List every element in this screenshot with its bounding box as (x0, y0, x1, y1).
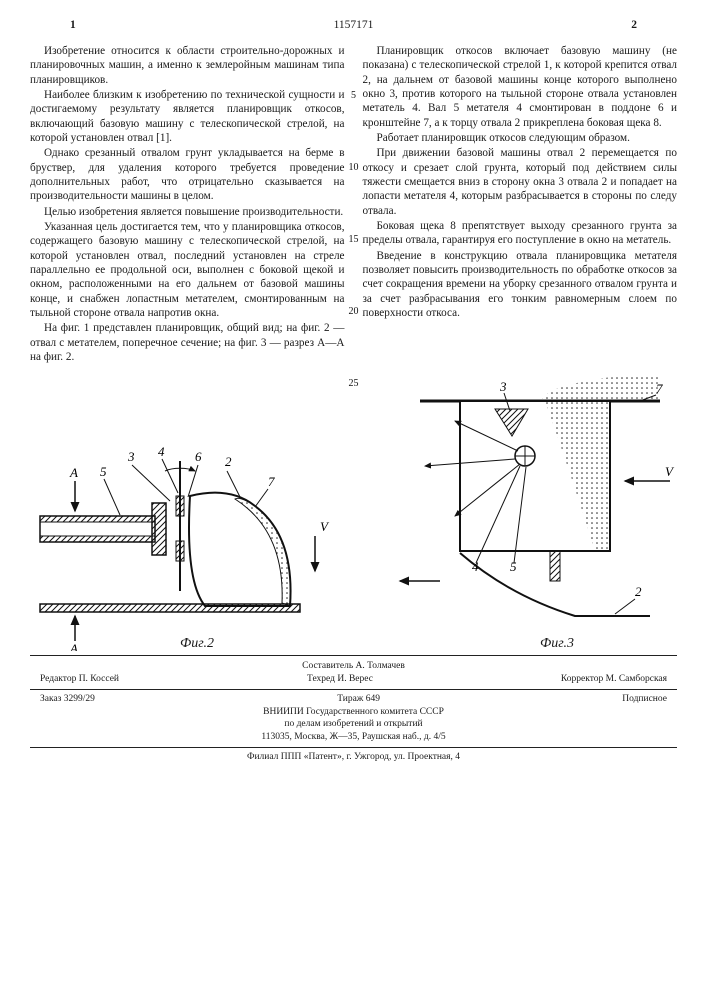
compiler-line: Составитель А. Толмачев (30, 660, 677, 673)
callout: 3 (499, 379, 507, 394)
org2: по делам изобретений и открытий (30, 718, 677, 731)
para: На фиг. 1 представлен планировщик, общий… (30, 321, 345, 364)
callout: 3 (127, 449, 135, 464)
para: Боковая щека 8 препятствует выходу среза… (363, 219, 678, 248)
callout: V (320, 519, 330, 534)
callout: А (69, 641, 78, 651)
callout: 6 (195, 449, 202, 464)
page-num-left: 1 (70, 18, 76, 33)
figure-2: 2 3 4 5 6 7 А А V (40, 444, 330, 651)
para: Целью изобретения является повышение про… (30, 205, 345, 219)
callout: 5 (510, 559, 517, 574)
callout: 2 (225, 454, 232, 469)
para: Введение в конструкцию отвала планировщи… (363, 249, 678, 321)
fig3-label: Фиг.3 (540, 635, 574, 653)
callout: А (69, 465, 78, 480)
page-header: 1 1157171 2 (30, 18, 677, 44)
callout: 5 (100, 464, 107, 479)
imprint-footer: Составитель А. Толмачев Редактор П. Косс… (30, 655, 677, 764)
para: При движении базовой машины отвал 2 пере… (363, 146, 678, 218)
para: Указанная цель достигается тем, что у пл… (30, 220, 345, 320)
callout: 7 (268, 474, 275, 489)
para: Изобретение относится к области строител… (30, 44, 345, 87)
addr1: 113035, Москва, Ж—35, Раушская наб., д. … (30, 731, 677, 744)
line-marker: 20 (348, 306, 360, 319)
subscr: Подписное (622, 693, 667, 706)
editor: Редактор П. Коссей (40, 673, 119, 686)
text-columns: Изобретение относится к области строител… (30, 44, 677, 365)
callout: 4 (158, 444, 165, 459)
fig2-label: Фиг.2 (180, 635, 214, 653)
para: Однако срезанный отвалом грунт укладывае… (30, 146, 345, 203)
figure-3: 3 7 4 5 2 V (400, 376, 675, 616)
page-num-right: 2 (631, 18, 637, 33)
para: Планировщик откосов включает базовую маш… (363, 44, 678, 130)
org1: ВНИИПИ Государственного комитета СССР (30, 706, 677, 719)
callout: 7 (656, 381, 663, 396)
callout: 4 (472, 559, 479, 574)
techred: Техред И. Верес (307, 673, 373, 686)
figures-svg: 2 3 4 5 6 7 А А V (30, 371, 677, 651)
doc-number: 1157171 (334, 18, 374, 33)
order: Заказ 3299/29 (40, 693, 95, 706)
corrector: Корректор М. Самборская (561, 673, 667, 686)
right-column: Планировщик откосов включает базовую маш… (363, 44, 678, 365)
line-marker: 5 (348, 90, 360, 103)
line-marker: 15 (348, 234, 360, 247)
callout: 2 (635, 584, 642, 599)
left-column: Изобретение относится к области строител… (30, 44, 345, 365)
para: Работает планировщик откосов следующим о… (363, 131, 678, 145)
para: Наиболее близким к изобретению по технич… (30, 88, 345, 145)
addr2: Филиал ППП «Патент», г. Ужгород, ул. Про… (30, 751, 677, 764)
callout: V (665, 464, 675, 479)
tirazh: Тираж 649 (337, 693, 380, 706)
figures-area: 2 3 4 5 6 7 А А V (30, 371, 677, 651)
line-marker: 10 (348, 162, 360, 175)
